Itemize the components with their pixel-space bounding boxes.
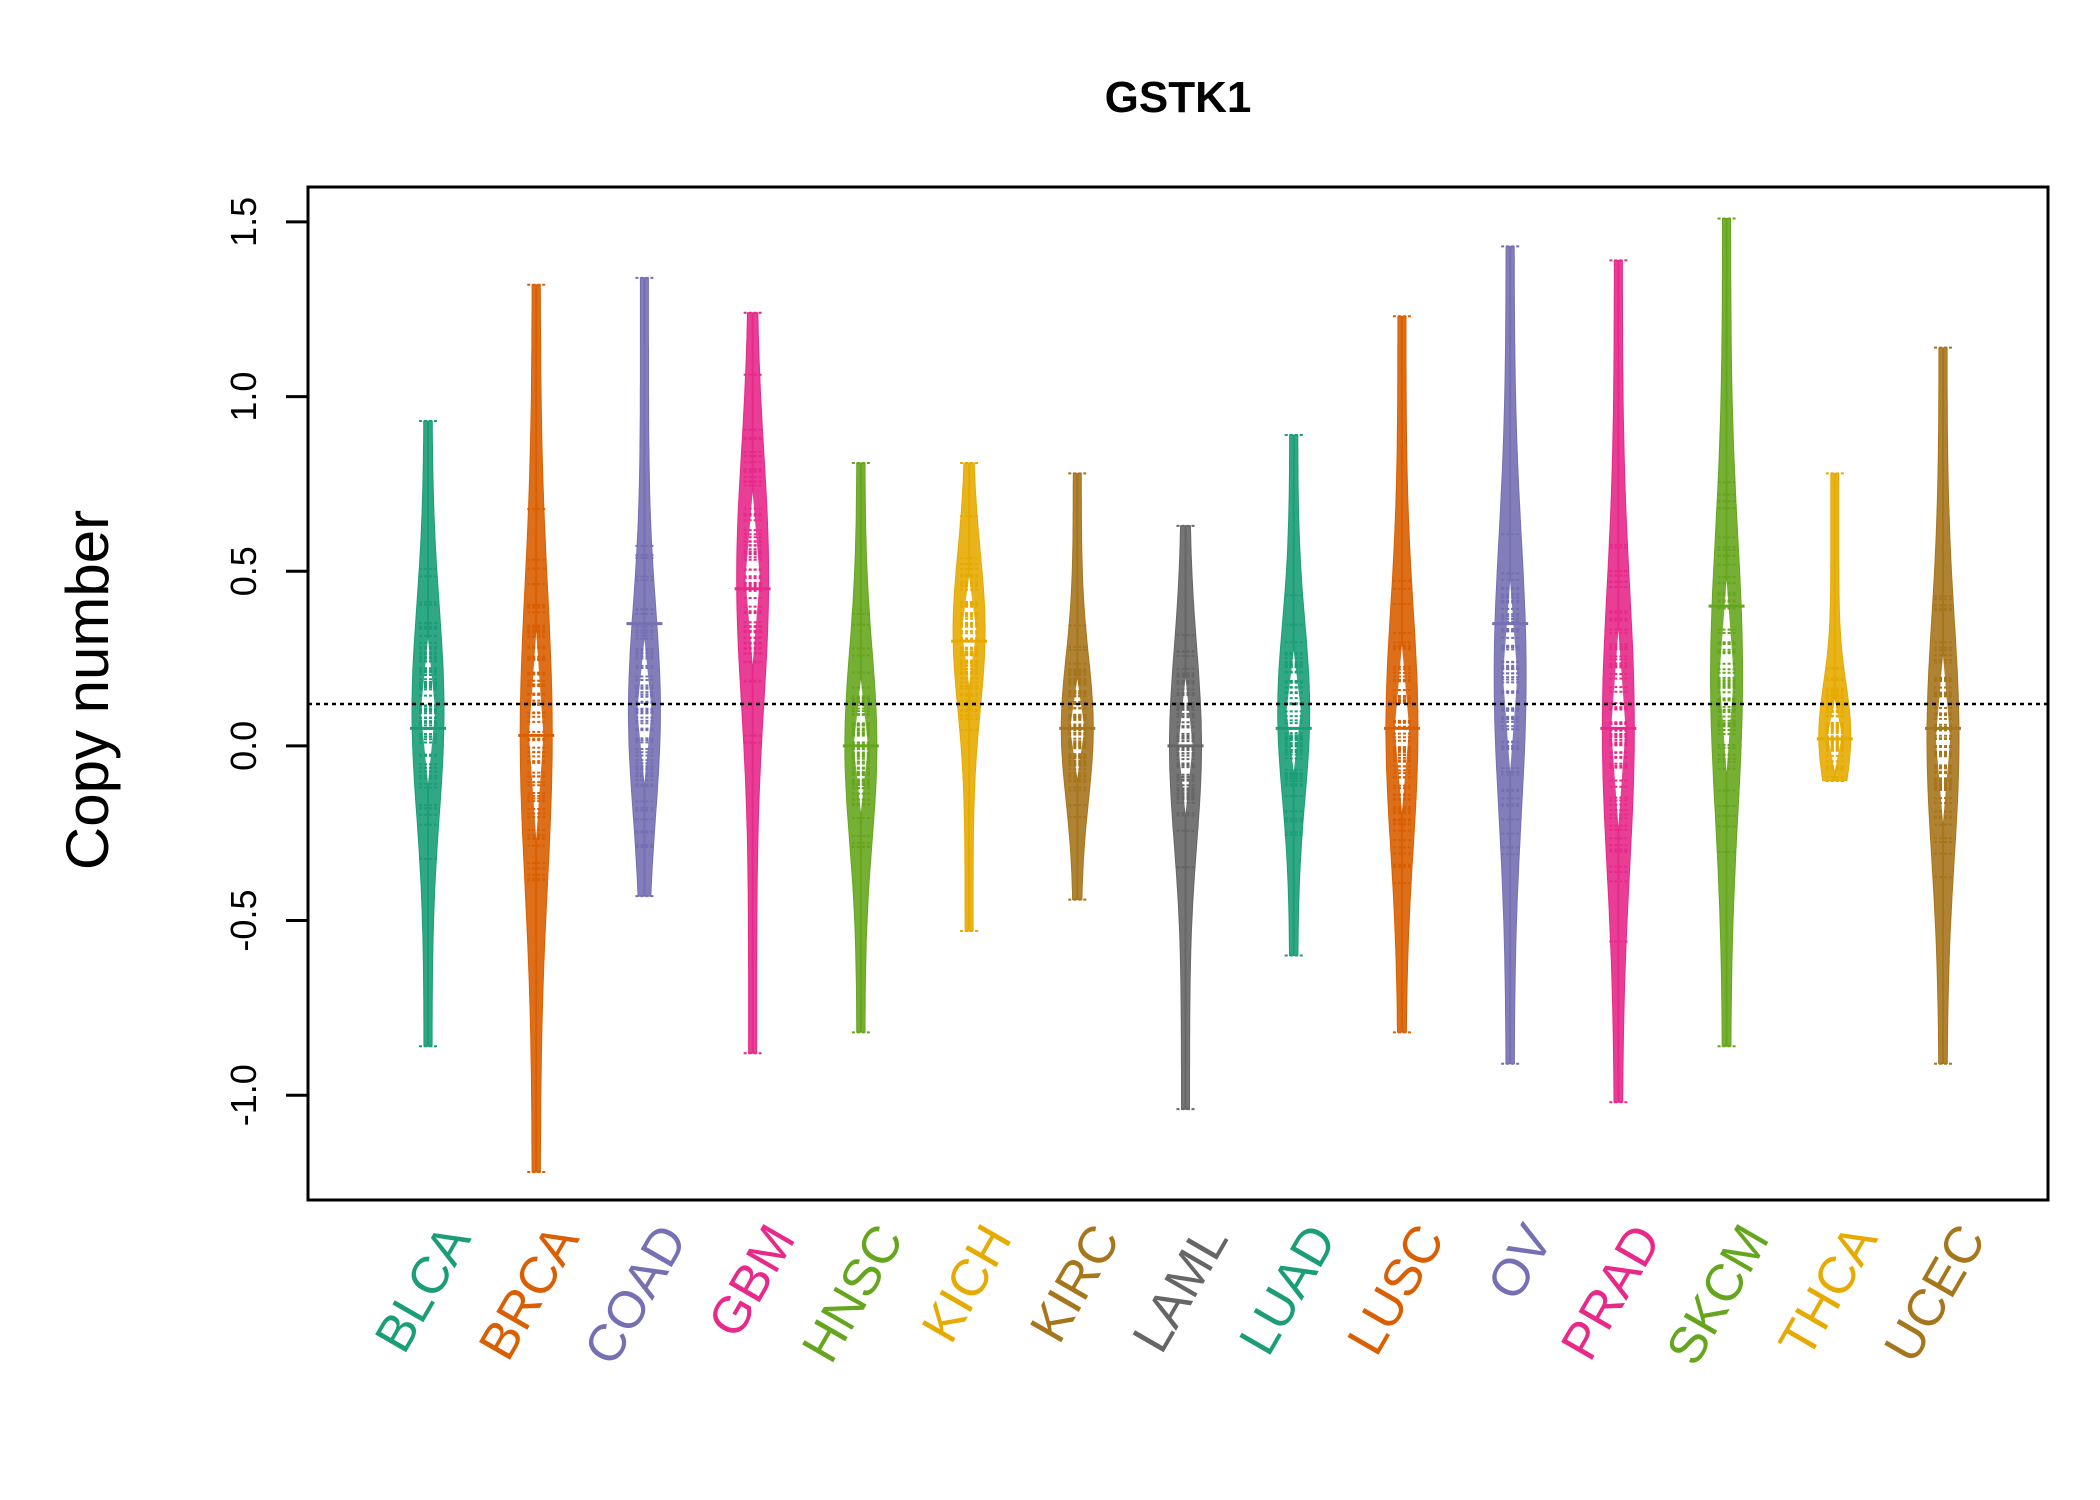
bean-coad bbox=[626, 276, 663, 898]
category-label-thca: THCA bbox=[1768, 1215, 1889, 1367]
plot-frame bbox=[306, 185, 2050, 1202]
bean-kirc bbox=[1059, 472, 1096, 901]
category-label-luad: LUAD bbox=[1228, 1215, 1348, 1364]
category-label-kirc: KIRC bbox=[1019, 1215, 1131, 1352]
category-label-hnsc: HNSC bbox=[791, 1215, 915, 1372]
bean-laml bbox=[1167, 524, 1204, 1111]
category-label-lusc: LUSC bbox=[1337, 1215, 1457, 1364]
y-tick-label: 1.0 bbox=[223, 372, 264, 422]
bean-core bbox=[1502, 580, 1518, 772]
bean-blca bbox=[410, 420, 446, 1048]
bean-thca bbox=[1816, 472, 1853, 782]
chart-title: GSTK1 bbox=[1105, 73, 1252, 122]
bean-core bbox=[1827, 699, 1842, 772]
category-label-prad: PRAD bbox=[1550, 1215, 1672, 1369]
y-tick-label: 0.0 bbox=[223, 721, 264, 771]
category-label-gbm: GBM bbox=[697, 1215, 806, 1347]
y-tick-label: -0.5 bbox=[223, 890, 264, 952]
bean-skcm bbox=[1708, 217, 1745, 1048]
category-label-blca: BLCA bbox=[364, 1215, 482, 1362]
plot-area bbox=[308, 217, 2048, 1174]
y-tick-label: 0.5 bbox=[223, 546, 264, 596]
y-axis: -1.0 -0.5 0.0 0.5 1.0 1.5 bbox=[223, 197, 308, 1126]
bean-hnsc bbox=[842, 461, 879, 1034]
bean-gbm bbox=[734, 311, 771, 1055]
bean-ucec bbox=[1925, 346, 1961, 1065]
category-label-laml: LAML bbox=[1122, 1215, 1240, 1362]
bean-lusc bbox=[1383, 315, 1420, 1034]
bean-core bbox=[1719, 579, 1734, 773]
bean-kich bbox=[951, 461, 988, 933]
category-label-coad: COAD bbox=[573, 1215, 698, 1374]
bean-brca bbox=[518, 283, 555, 1174]
category-label-ucec: UCEC bbox=[1873, 1215, 1997, 1372]
y-axis-label: Copy number bbox=[54, 510, 121, 870]
bean-core bbox=[637, 638, 652, 784]
bean-ov bbox=[1492, 245, 1529, 1065]
bean-prad bbox=[1600, 259, 1637, 1104]
category-label-brca: BRCA bbox=[468, 1215, 591, 1369]
category-label-ov: OV bbox=[1477, 1215, 1565, 1309]
y-tick-label: 1.5 bbox=[223, 197, 264, 247]
category-label-kich: KICH bbox=[911, 1215, 1023, 1352]
bean-luad bbox=[1275, 434, 1312, 957]
y-tick-label: -1.0 bbox=[223, 1064, 264, 1126]
category-label-skcm: SKCM bbox=[1655, 1215, 1780, 1374]
